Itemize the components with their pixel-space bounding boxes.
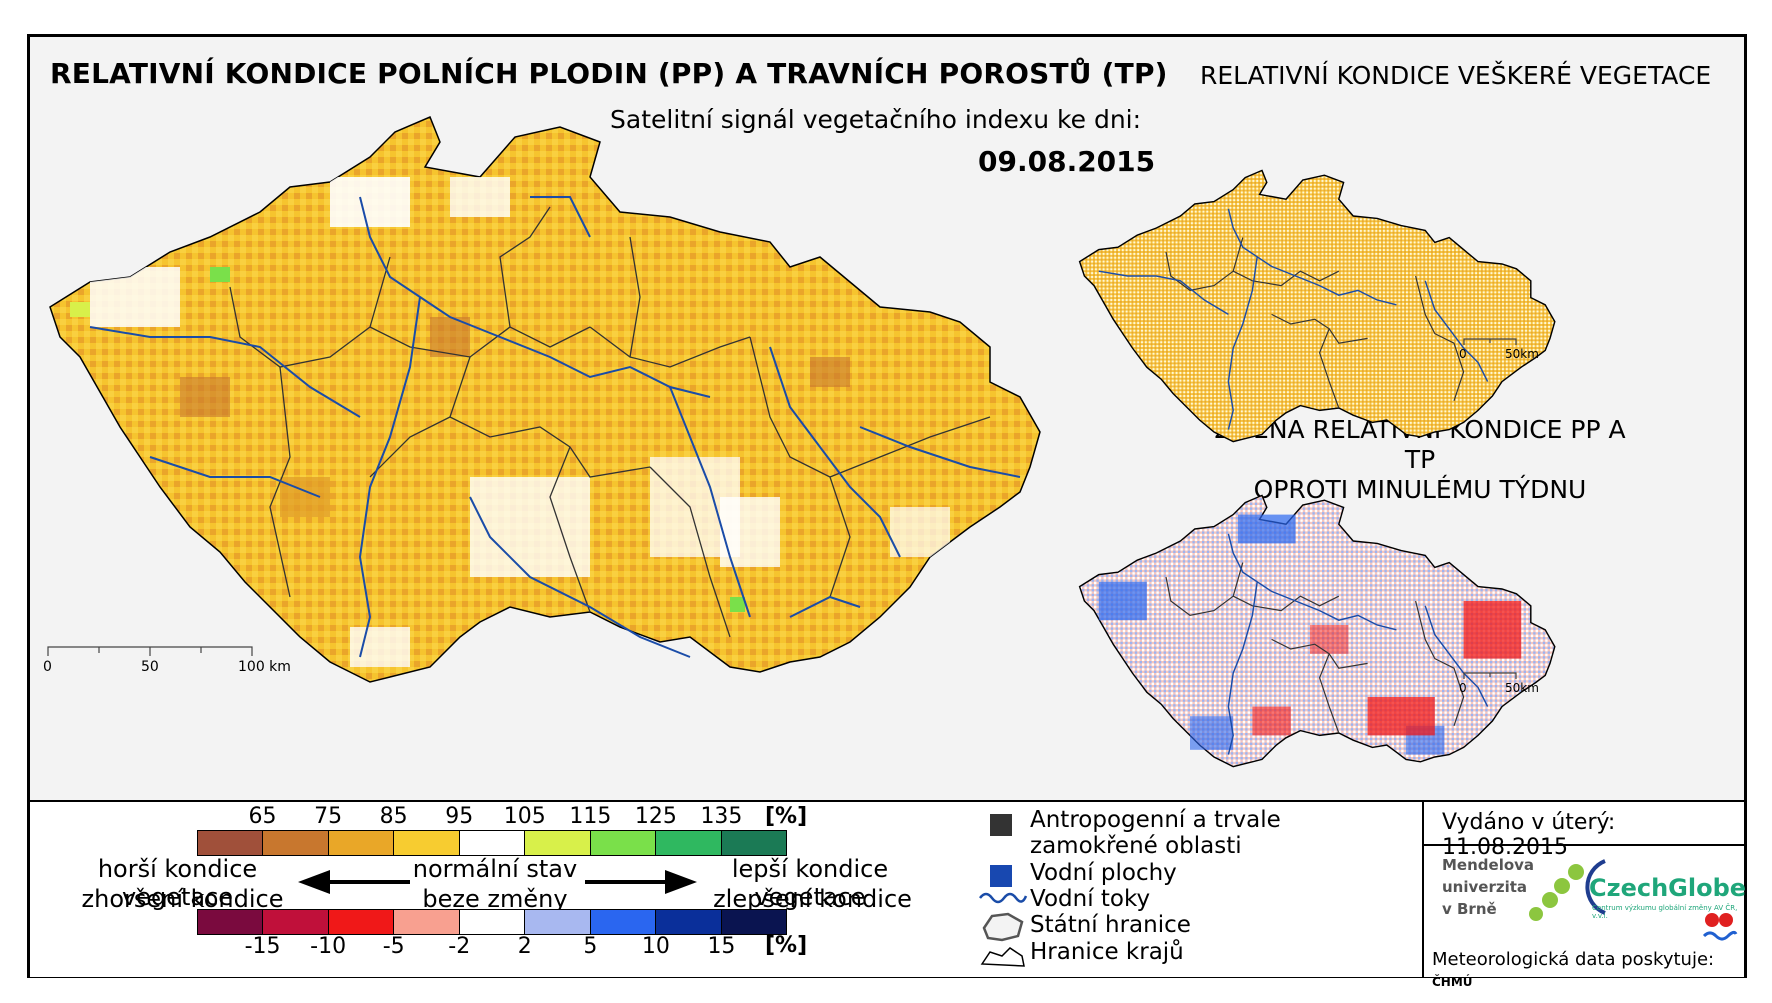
change-swatch — [459, 910, 526, 934]
mendel-university-logo: Mendelova univerzita v Brně — [1442, 854, 1534, 920]
condition-swatch — [328, 831, 395, 855]
issued-date: Vydáno v úterý: 11.08.2015 — [1442, 810, 1616, 860]
condition-swatch — [263, 831, 329, 855]
anthropogenic-label-2: zamokřené oblasti — [1030, 833, 1242, 859]
meteo-credit-text: Meteorologická data poskytuje: — [1432, 949, 1715, 970]
mendel-dots-icon — [1529, 864, 1584, 921]
river-icon — [979, 892, 1028, 904]
change-scale-zero: 0 — [1459, 681, 1467, 695]
anthropogenic-area-icon — [990, 814, 1012, 836]
condition-swatch — [198, 831, 264, 855]
change-tick-label: -5 — [382, 934, 405, 959]
czechglobe-subtitle: Centrum výzkumu globální změny AV ČR, v.… — [1592, 904, 1738, 920]
mendel-line-1: Mendelova — [1442, 856, 1535, 874]
vegetation-scale-bar — [1463, 338, 1517, 345]
condition-tick-label: 85 — [379, 804, 408, 829]
chmu-logo-icon — [1702, 913, 1738, 941]
change-tick-label: 2 — [517, 934, 532, 959]
no-change-label: beze změny — [422, 885, 568, 913]
condition-tick-label: 75 — [314, 804, 343, 829]
mendel-line-3: v Brně — [1442, 900, 1497, 918]
main-scale-end: 100 km — [238, 659, 291, 675]
change-swatch — [590, 910, 657, 934]
change-tick-label: -10 — [310, 934, 347, 959]
normal-state-label: normální stav — [412, 855, 578, 883]
condition-tick-label: 125 — [634, 804, 677, 829]
change-tick-label: -15 — [244, 934, 281, 959]
worse-change-label: zhoršení kondice — [81, 885, 284, 913]
veg-scale-end: 50km — [1505, 347, 1539, 361]
subtitle: Satelitní signál vegetačního indexu ke d… — [610, 105, 1142, 134]
better-change-label: zlepšení kondice — [713, 885, 912, 913]
change-tick-label: 15 — [707, 934, 736, 959]
issued-divider — [1424, 844, 1746, 846]
change-swatch — [721, 910, 786, 934]
condition-swatch — [459, 831, 526, 855]
condition-tick-label: 105 — [503, 804, 546, 829]
main-condition-map — [49, 116, 1041, 683]
index-date: 09.08.2015 — [978, 145, 1156, 178]
condition-swatch — [394, 831, 460, 855]
condition-swatch — [656, 831, 722, 855]
mendel-line-2: univerzita — [1442, 878, 1528, 896]
main-scale-mid: 50 — [141, 659, 159, 675]
change-swatch — [263, 910, 329, 934]
condition-tick-label: 115 — [569, 804, 612, 829]
condition-swatch — [721, 831, 786, 855]
change-tick-label: 5 — [583, 934, 598, 959]
condition-tick-label: 95 — [445, 804, 474, 829]
map-panel: RELATIVNÍ KONDICE POLNÍCH PLODIN (PP) A … — [30, 37, 1744, 800]
condition-tick-label: 65 — [248, 804, 277, 829]
change-tick-label: -2 — [448, 934, 471, 959]
change-swatch — [525, 910, 591, 934]
change-color-bar — [197, 909, 787, 935]
change-swatch — [394, 910, 460, 934]
main-scale-bar — [47, 646, 253, 656]
arrow-left-icon — [298, 870, 410, 894]
region-border-label: Hranice krajů — [1030, 939, 1184, 965]
change-swatch — [656, 910, 722, 934]
change-scale-end: 50km — [1505, 681, 1539, 695]
condition-swatch — [590, 831, 657, 855]
change-swatch — [198, 910, 264, 934]
condition-color-bar — [197, 830, 787, 856]
better-condition-label: lepší kondice vegetace — [731, 855, 889, 911]
state-border-icon — [982, 912, 1024, 942]
state-border-label: Státní hranice — [1030, 912, 1191, 938]
condition-swatch — [525, 831, 591, 855]
change-scale-bar — [1463, 672, 1517, 679]
chmu-label: ČHMÚ — [1432, 975, 1473, 989]
map-frame: RELATIVNÍ KONDICE POLNÍCH PLODIN (PP) A … — [27, 34, 1747, 989]
condition-unit: [%] — [765, 804, 808, 829]
main-scale-zero: 0 — [43, 659, 52, 675]
rivers-label: Vodní toky — [1030, 886, 1151, 912]
veg-scale-zero: 0 — [1459, 347, 1467, 361]
anthropogenic-label-1: Antropogenní a trvale — [1030, 807, 1281, 833]
vegetation-condition-map — [1078, 169, 1556, 443]
change-title-line2: OPROTI MINULÉMU TÝDNU — [1253, 475, 1587, 504]
change-swatch — [328, 910, 395, 934]
condition-tick-label: 135 — [700, 804, 743, 829]
legend-panel: 65 75 85 95 105 115 125 135 [%] horší kondice v… — [30, 800, 1747, 989]
right-map-title: RELATIVNÍ KONDICE VEŠKERÉ VEGETACE — [1200, 61, 1712, 90]
water-bodies-label: Vodní plochy — [1030, 860, 1177, 886]
change-tick-label: 10 — [641, 934, 670, 959]
region-border-icon — [980, 947, 1025, 967]
worse-condition-label: horší kondice vegetace — [97, 855, 258, 911]
water-body-icon — [990, 865, 1012, 887]
arrow-right-icon — [585, 870, 697, 894]
condition-change-map — [1078, 494, 1556, 768]
meteo-data-credit: Meteorologická data poskytuje: ČHMÚ — [1432, 949, 1746, 991]
issued-panel: Vydáno v úterý: 11.08.2015 Mendelova uni… — [1422, 802, 1747, 989]
main-title: RELATIVNÍ KONDICE POLNÍCH PLODIN (PP) A … — [50, 57, 1168, 90]
czechglobe-arc-icon — [1585, 859, 1606, 915]
czechglobe-logo: CzechGlobe — [1589, 874, 1747, 902]
change-unit: [%] — [765, 933, 808, 958]
